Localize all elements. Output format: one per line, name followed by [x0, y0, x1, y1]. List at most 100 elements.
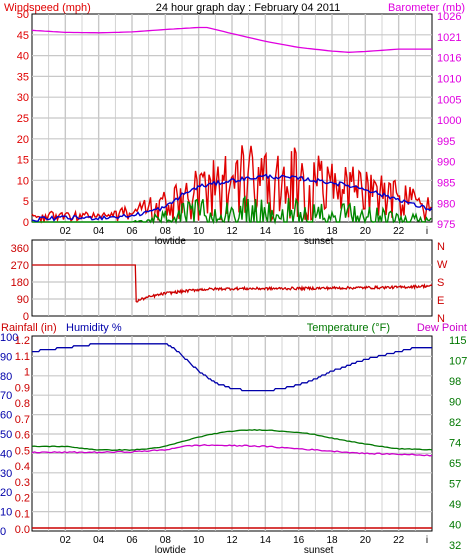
temperature-tick-label: 115 [449, 335, 467, 347]
rainfall-tick-label: 0.6 [15, 430, 30, 442]
compass-tick-label: S [437, 277, 444, 289]
x-tick-label: 08 [160, 535, 172, 546]
rainfall-tick-label: 0.5 [15, 445, 30, 457]
y-tick-label: 20 [17, 134, 29, 146]
y2-tick-label: 1005 [437, 94, 461, 106]
rainfall-tick-label: 0.3 [15, 477, 30, 489]
x-tick-label: 20 [360, 226, 372, 237]
x-tick-label: 14 [260, 226, 272, 237]
y-tick-label: 270 [11, 260, 29, 272]
temperature-tick-label: 32 [449, 540, 461, 552]
rainfall-tick-label: 1 [24, 367, 30, 379]
average-windspeed-series [31, 173, 433, 222]
compass-tick-label: E [437, 295, 444, 307]
rainfall-axis-label: Rainfall (in) [1, 322, 57, 334]
y2-tick-label: 975 [437, 219, 455, 231]
windspeed-axis-label: Windspeed (mph) [4, 2, 91, 14]
y-tick-label: 35 [17, 71, 29, 83]
y2-tick-label: 990 [437, 157, 455, 169]
x-tick-label: 16 [293, 535, 305, 546]
y-tick-label: 30 [17, 92, 29, 104]
y2-tick-label: 1000 [437, 115, 461, 127]
temperature-tick-label: 90 [449, 397, 461, 409]
rainfall-tick-label: 0.1 [15, 508, 30, 520]
sunset-marker: sunset [304, 236, 334, 247]
humidity-tick-label: 60 [0, 410, 12, 422]
rainfall-tick-label: 1.1 [15, 351, 30, 363]
temperature-tick-label: 82 [449, 417, 461, 429]
x-tick-label: 10 [193, 226, 205, 237]
temperature-axis-label: Temperature (°F) [307, 322, 390, 334]
humidity-tick-label: 10 [0, 507, 12, 519]
x-tick-label: 02 [60, 535, 72, 546]
rainfall-tick-label: 0.2 [15, 493, 30, 505]
sunset-marker: sunset [304, 545, 334, 556]
x-tick-label: 18 [326, 535, 338, 546]
x-tick-label: 14 [260, 535, 272, 546]
temperature-tick-label: 49 [449, 499, 461, 511]
y-tick-label: 90 [17, 294, 29, 306]
rainfall-tick-label: 0.4 [15, 461, 30, 473]
y2-tick-label: 985 [437, 177, 455, 189]
y-tick-label: 45 [17, 30, 29, 42]
y2-tick-label: 1016 [437, 53, 461, 65]
y-tick-label: 10 [17, 175, 29, 187]
windspeed-series [31, 145, 432, 224]
humidity-axis-label: Humidity % [66, 322, 122, 334]
y-tick-label: 180 [11, 277, 29, 289]
x-tick-label: 04 [93, 226, 105, 237]
humidity-tick-label: 20 [0, 487, 12, 499]
x-tick-label: 22 [393, 535, 405, 546]
y-tick-label: 15 [17, 155, 29, 167]
humidity-tick-label: 100 [0, 332, 18, 344]
compass-tick-label: N [437, 241, 445, 253]
temperature-tick-label: 107 [449, 356, 467, 368]
rainfall-tick-label: 1.2 [15, 335, 30, 347]
rainfall-tick-label: 0.0 [15, 524, 30, 536]
humidity-tick-label: 70 [0, 390, 12, 402]
temperature-tick-label: 40 [449, 520, 461, 532]
compass-tick-label: N [437, 313, 445, 325]
y-tick-label: 40 [17, 51, 29, 63]
x-tick-label: 04 [93, 535, 105, 546]
humidity-tick-label: 50 [0, 429, 12, 441]
x-tick-label: 06 [126, 535, 138, 546]
y2-tick-label: 1010 [437, 73, 461, 85]
compass-tick-label: W [437, 259, 448, 271]
x-tick-label: 08 [160, 226, 172, 237]
barometer-series [31, 26, 432, 53]
y-tick-label: 360 [11, 243, 29, 255]
x-tick-label: 02 [60, 226, 72, 237]
barometer-axis-label: Barometer (mb) [388, 2, 465, 14]
humidity-series [32, 343, 432, 392]
humidity-tick-label: 80 [0, 371, 12, 383]
x-tick-label: 12 [226, 226, 238, 237]
y2-tick-label: 980 [437, 198, 455, 210]
y2-tick-label: 1021 [437, 32, 461, 44]
dewpoint-axis-label: Dew Point [417, 322, 467, 334]
x-tick-label: 10 [193, 535, 205, 546]
humidity-tick-label: 0 [0, 526, 6, 538]
rainfall-tick-label: 0.7 [15, 414, 30, 426]
temperature-series [31, 429, 433, 451]
x-tick-label: 06 [126, 226, 138, 237]
y-tick-label: 0 [23, 311, 29, 323]
y-tick-label: 0 [23, 217, 29, 229]
x-tick-label: 22 [393, 226, 405, 237]
x-tick-label: 20 [360, 535, 372, 546]
y-tick-label: 5 [23, 196, 29, 208]
x-tick-label: 18 [326, 226, 338, 237]
dew-point-series [31, 444, 433, 457]
x-tick-label: i [426, 226, 428, 237]
temperature-tick-label: 65 [449, 458, 461, 470]
humidity-tick-label: 90 [0, 351, 12, 363]
y2-tick-label: 1026 [437, 11, 461, 23]
y-tick-label: 25 [17, 113, 29, 125]
x-tick-label: 12 [226, 535, 238, 546]
temperature-tick-label: 57 [449, 479, 461, 491]
windspeed-green-series [32, 195, 432, 225]
x-tick-label: i [426, 535, 428, 546]
rainfall-tick-label: 0.9 [15, 382, 30, 394]
